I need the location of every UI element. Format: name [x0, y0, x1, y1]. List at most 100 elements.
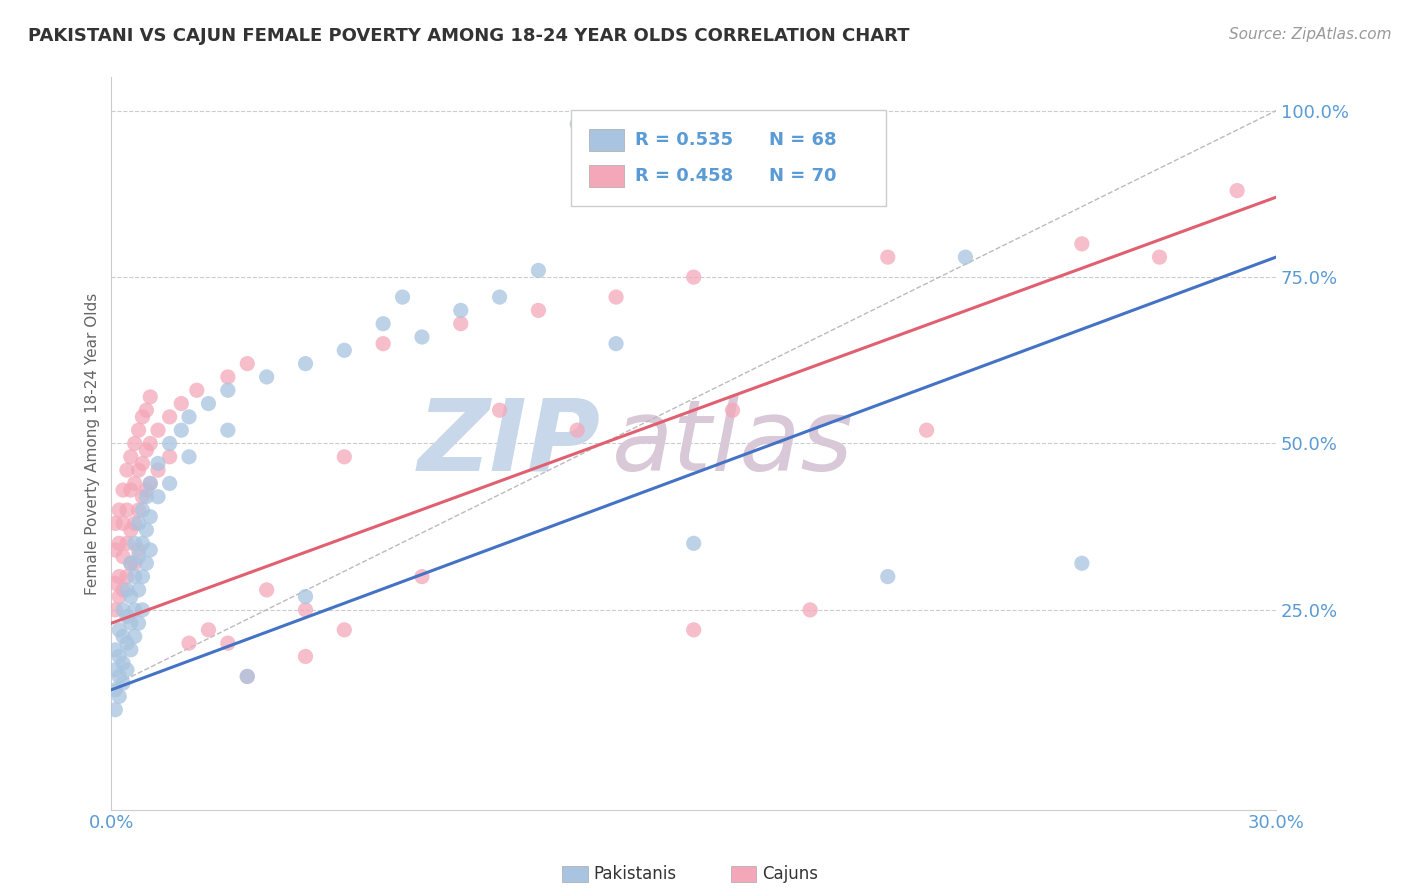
Point: [115, 503, 138, 517]
Point: [527, 263, 550, 277]
Point: [135, 483, 157, 497]
Point: [236, 669, 259, 683]
Point: [108, 536, 131, 550]
Point: [294, 357, 316, 371]
Point: [104, 642, 127, 657]
Point: [159, 476, 181, 491]
Point: [108, 590, 131, 604]
Point: [217, 636, 239, 650]
Point: [236, 669, 259, 683]
Text: atlas: atlas: [612, 395, 853, 492]
Point: [256, 582, 278, 597]
Point: [915, 423, 938, 437]
Point: [333, 450, 356, 464]
Point: [124, 476, 146, 491]
Point: [104, 576, 127, 591]
Text: Cajuns: Cajuns: [762, 865, 818, 883]
Point: [104, 663, 127, 677]
Point: [139, 476, 162, 491]
Text: N = 70: N = 70: [769, 168, 837, 186]
Point: [128, 463, 150, 477]
Point: [170, 423, 193, 437]
Point: [876, 569, 898, 583]
Point: [131, 409, 153, 424]
Point: [128, 503, 150, 517]
Point: [391, 290, 413, 304]
Point: [128, 582, 150, 597]
Point: [135, 523, 157, 537]
Point: [333, 623, 356, 637]
Point: [128, 616, 150, 631]
Point: [115, 663, 138, 677]
Point: [146, 423, 169, 437]
Point: [124, 630, 146, 644]
Point: [108, 569, 131, 583]
Point: [104, 703, 127, 717]
Point: [135, 443, 157, 458]
Point: [146, 457, 169, 471]
Point: [177, 409, 200, 424]
Point: [131, 457, 153, 471]
Point: [120, 590, 142, 604]
Point: [120, 616, 142, 631]
Point: [682, 270, 704, 285]
Point: [170, 396, 193, 410]
Point: [131, 569, 153, 583]
Point: [159, 409, 181, 424]
Point: [112, 656, 135, 670]
Point: [721, 403, 744, 417]
Point: [217, 423, 239, 437]
Point: [1070, 556, 1092, 570]
Text: PAKISTANI VS CAJUN FEMALE POVERTY AMONG 18-24 YEAR OLDS CORRELATION CHART: PAKISTANI VS CAJUN FEMALE POVERTY AMONG …: [28, 27, 910, 45]
Point: [1149, 250, 1171, 264]
Point: [450, 303, 472, 318]
Text: ZIP: ZIP: [418, 395, 600, 492]
Point: [373, 317, 395, 331]
Bar: [589, 128, 624, 151]
Point: [217, 383, 239, 397]
Point: [488, 403, 510, 417]
Point: [108, 649, 131, 664]
Point: [1226, 184, 1249, 198]
Point: [131, 503, 153, 517]
Point: [112, 516, 135, 531]
Point: [159, 450, 181, 464]
Point: [131, 490, 153, 504]
Point: [333, 343, 356, 358]
Point: [294, 590, 316, 604]
Point: [139, 390, 162, 404]
Point: [217, 370, 239, 384]
FancyBboxPatch shape: [571, 111, 886, 205]
Point: [131, 536, 153, 550]
Point: [450, 317, 472, 331]
Point: [411, 569, 433, 583]
Point: [294, 603, 316, 617]
Point: [177, 636, 200, 650]
Point: [146, 490, 169, 504]
Point: [104, 543, 127, 558]
Text: R = 0.535: R = 0.535: [636, 130, 734, 149]
Point: [124, 436, 146, 450]
Point: [488, 290, 510, 304]
Point: [124, 569, 146, 583]
Point: [135, 490, 157, 504]
Point: [159, 436, 181, 450]
Point: [120, 450, 142, 464]
Point: [799, 603, 821, 617]
Point: [139, 436, 162, 450]
Point: [124, 536, 146, 550]
Point: [112, 676, 135, 690]
Point: [682, 623, 704, 637]
Point: [120, 556, 142, 570]
Point: [146, 463, 169, 477]
Point: [120, 642, 142, 657]
Point: [124, 603, 146, 617]
Point: [139, 543, 162, 558]
Point: [527, 303, 550, 318]
Point: [605, 290, 627, 304]
Point: [120, 483, 142, 497]
Point: [112, 483, 135, 497]
Point: [108, 503, 131, 517]
Text: Pakistanis: Pakistanis: [593, 865, 676, 883]
Point: [761, 117, 783, 131]
